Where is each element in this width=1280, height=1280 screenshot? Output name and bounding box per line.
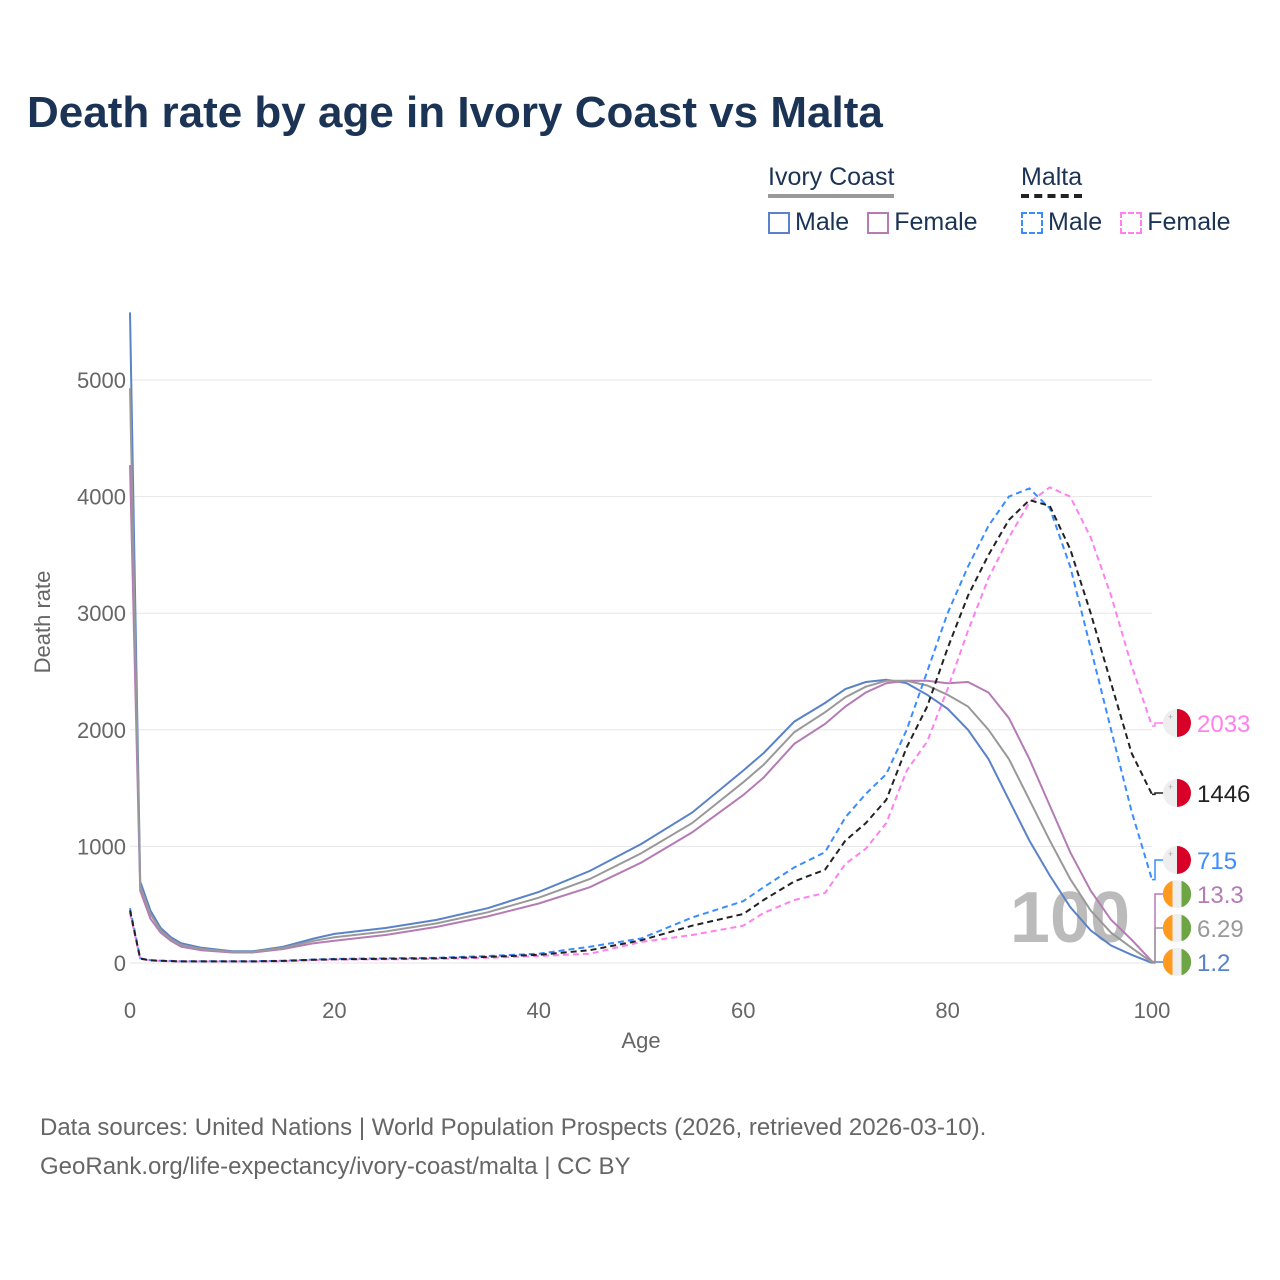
y-tick-label: 5000 xyxy=(77,368,126,393)
end-value-label: 6.29 xyxy=(1197,916,1244,943)
legend-label: Male xyxy=(1048,208,1103,236)
legend-swatch xyxy=(867,211,890,234)
end-value-label: 13.3 xyxy=(1197,882,1244,909)
x-tick-label: 60 xyxy=(731,998,755,1023)
malta-flag-icon: + xyxy=(1163,846,1191,874)
y-tick-label: 1000 xyxy=(77,834,126,859)
y-tick-label: 3000 xyxy=(77,601,126,626)
data-source-text: Data sources: United Nations | World Pop… xyxy=(40,1114,987,1141)
end-connector xyxy=(1152,722,1164,727)
x-tick-label: 40 xyxy=(527,998,551,1023)
legend-item-malta-male[interactable]: Male xyxy=(1021,208,1102,237)
x-tick-label: 100 xyxy=(1134,998,1171,1023)
legend-group-label: Malta xyxy=(1021,163,1083,198)
series-line-malta-female[interactable] xyxy=(129,486,1153,963)
legend-item-ivory-coast-female[interactable]: Female xyxy=(867,208,978,237)
malta-flag-icon: + xyxy=(1163,779,1191,807)
series-line-ivory-coast-total[interactable] xyxy=(129,388,1153,964)
end-connector xyxy=(1152,859,1164,881)
source-link[interactable]: GeoRank.org/life-expectancy/ivory-coast/… xyxy=(40,1153,631,1180)
malta-flag-icon: + xyxy=(1163,709,1191,737)
svg-text:+: + xyxy=(1168,712,1173,722)
legend-item-ivory-coast-male[interactable]: Male xyxy=(768,208,849,237)
end-value-label: 2033 xyxy=(1197,711,1250,738)
legend-group-label: Ivory Coast xyxy=(768,163,895,198)
x-tick-label: 80 xyxy=(935,998,959,1023)
end-value-label: 1.2 xyxy=(1197,950,1230,977)
series-line-ivory-coast-female[interactable] xyxy=(129,465,1153,963)
y-tick-label: 0 xyxy=(114,951,126,976)
y-tick-label: 2000 xyxy=(77,718,126,743)
legend-label: Female xyxy=(894,208,978,236)
y-axis-label: Death rate xyxy=(30,571,55,674)
end-connector xyxy=(1152,792,1164,796)
legend-label: Female xyxy=(1147,208,1231,236)
ivory-coast-flag-icon xyxy=(1162,948,1192,976)
series-line-malta-total[interactable] xyxy=(129,498,1153,963)
legend-group-malta: Malta Male Female xyxy=(1021,163,1231,237)
y-tick-label: 4000 xyxy=(77,485,126,510)
legend-swatch xyxy=(768,211,790,234)
legend-label: Male xyxy=(795,208,850,236)
footer: Data sources: United Nations | World Pop… xyxy=(40,1108,986,1186)
legend-swatch xyxy=(1120,211,1143,234)
svg-text:+: + xyxy=(1168,782,1173,792)
end-value-label: 715 xyxy=(1197,848,1237,875)
chart-title: Death rate by age in Ivory Coast vs Malt… xyxy=(27,88,883,137)
end-value-label: 1446 xyxy=(1197,781,1250,808)
x-axis-label: Age xyxy=(621,1028,660,1053)
x-tick-label: 20 xyxy=(322,998,346,1023)
series-line-ivory-coast-male[interactable] xyxy=(129,312,1153,964)
legend-group-ivory-coast: Ivory Coast Male Female xyxy=(768,163,978,237)
svg-text:+: + xyxy=(1168,849,1173,859)
legend-item-malta-female[interactable]: Female xyxy=(1120,208,1231,237)
ivory-coast-flag-icon xyxy=(1162,880,1192,908)
x-tick-label: 0 xyxy=(124,998,136,1023)
legend-swatch xyxy=(1021,211,1043,234)
ivory-coast-flag-icon xyxy=(1162,914,1192,942)
end-connector xyxy=(1152,927,1164,964)
